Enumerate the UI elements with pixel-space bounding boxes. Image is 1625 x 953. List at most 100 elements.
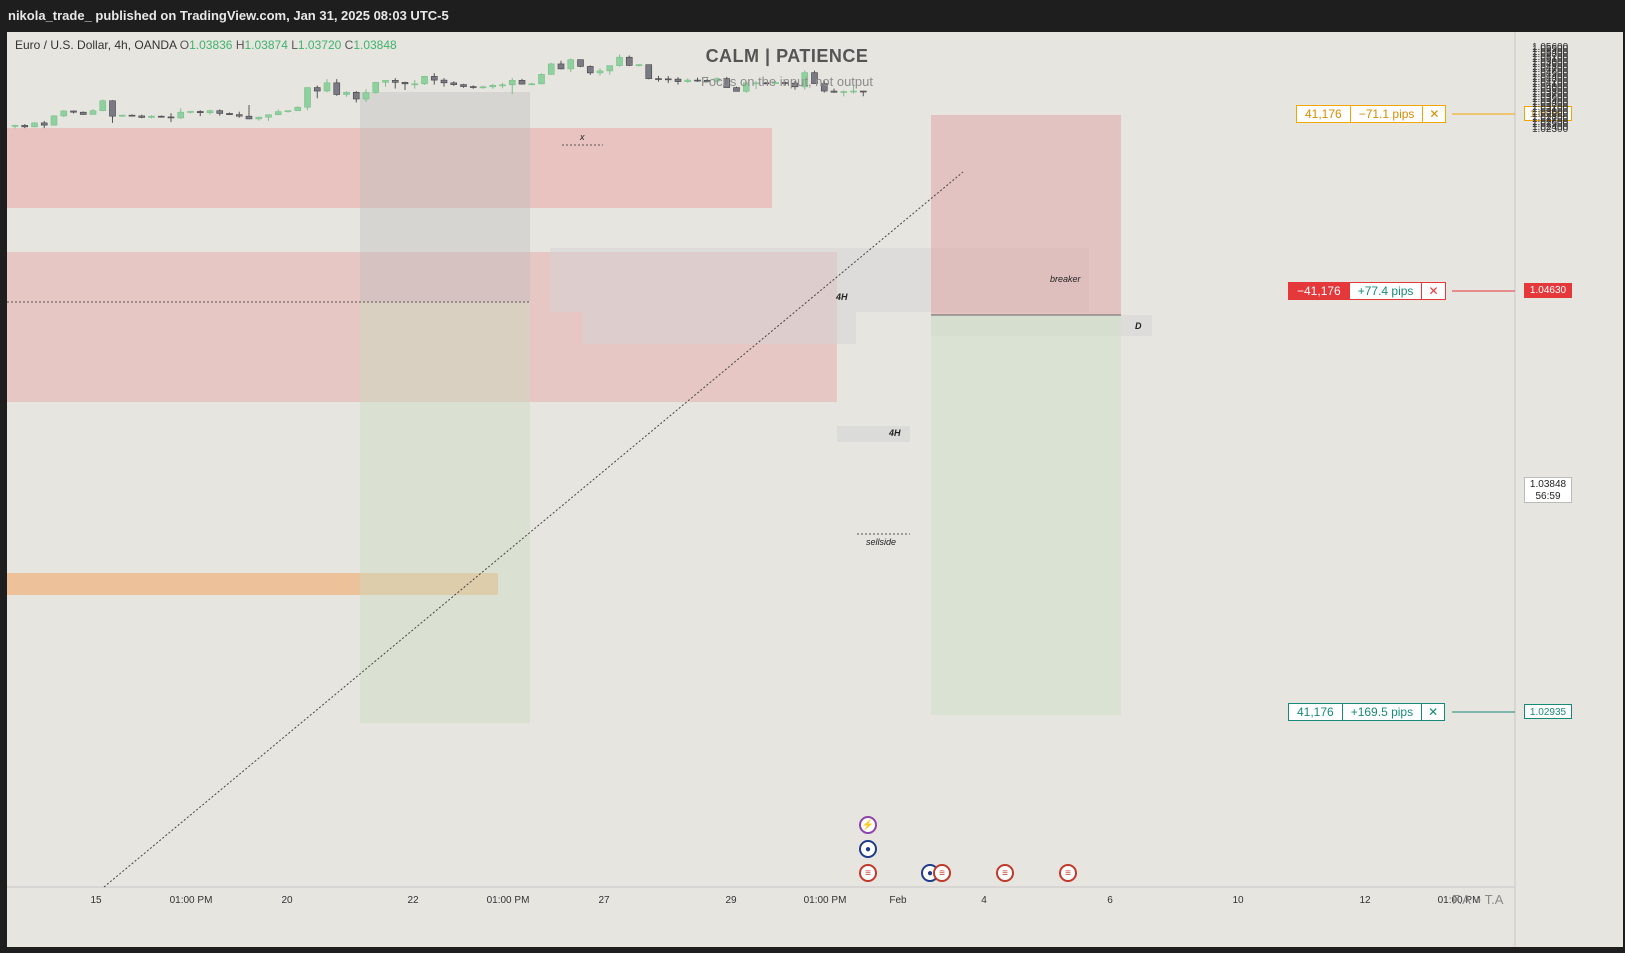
candle-body bbox=[187, 111, 194, 113]
chart-canvas[interactable] bbox=[7, 32, 1623, 947]
stop-close-icon[interactable]: ✕ bbox=[1422, 106, 1445, 122]
candle-body bbox=[577, 59, 584, 67]
price-tick: 1.05500 bbox=[1532, 44, 1569, 56]
candle-body bbox=[274, 111, 282, 115]
annotation-x[interactable]: x bbox=[580, 132, 585, 142]
price-tick: 1.04100 bbox=[1532, 79, 1569, 91]
candle-body bbox=[528, 83, 536, 86]
candle-body bbox=[411, 83, 419, 86]
annotation-d[interactable]: D bbox=[1135, 321, 1142, 331]
candle-body bbox=[216, 110, 224, 114]
price-tick: 1.02300 bbox=[1532, 124, 1569, 136]
us-flag-icon[interactable]: ≡ bbox=[1059, 864, 1077, 882]
price-tick: 1.05600 bbox=[1532, 42, 1569, 53]
symbol-name[interactable]: Euro / U.S. Dollar, 4h, OANDA bbox=[15, 38, 177, 52]
annotation-breaker[interactable]: breaker bbox=[1050, 274, 1081, 284]
entry-close-icon[interactable]: ✕ bbox=[1421, 283, 1444, 299]
candle-body bbox=[655, 78, 662, 80]
us-flag-icon[interactable]: ≡ bbox=[933, 864, 951, 882]
price-tick: 1.05400 bbox=[1532, 46, 1569, 58]
entry-tag[interactable]: −41,176 +77.4 pips ✕ bbox=[1288, 282, 1446, 300]
candle-body bbox=[391, 80, 399, 83]
candle-body bbox=[547, 63, 555, 75]
time-tick: 01:00 PM bbox=[169, 895, 213, 906]
candle-body bbox=[177, 111, 185, 119]
candle-body bbox=[791, 82, 799, 88]
candle-body bbox=[206, 110, 214, 113]
stop-qty: 41,176 bbox=[1305, 107, 1342, 121]
candle-body bbox=[450, 82, 458, 85]
candle-body bbox=[21, 125, 29, 128]
price-tick: 1.05300 bbox=[1532, 49, 1569, 61]
us-flag-icon[interactable]: ≡ bbox=[996, 864, 1014, 882]
candles-layer bbox=[11, 54, 867, 129]
annotation-4h-mid[interactable]: 4H bbox=[889, 428, 901, 438]
time-tick: Feb bbox=[889, 895, 907, 906]
candle-body bbox=[196, 111, 204, 113]
price-tick: 1.04400 bbox=[1532, 71, 1569, 83]
time-tick: 20 bbox=[281, 895, 293, 906]
price-tick: 1.02700 bbox=[1532, 114, 1569, 126]
candle-body bbox=[372, 82, 380, 93]
watermark: F.A + T.A bbox=[1452, 892, 1504, 907]
price-tick: 1.03300 bbox=[1532, 99, 1569, 111]
candle-body bbox=[713, 78, 721, 82]
supply-zone-top bbox=[7, 128, 772, 208]
time-tick: 12 bbox=[1359, 895, 1371, 906]
candle-body bbox=[118, 114, 126, 117]
candle-body bbox=[109, 100, 116, 117]
price-tick: 1.03200 bbox=[1532, 101, 1569, 113]
current-price-label: 1.03848 56:59 bbox=[1524, 477, 1572, 503]
candle-body bbox=[801, 72, 809, 88]
candle-body bbox=[781, 82, 789, 84]
symbol-legend[interactable]: Euro / U.S. Dollar, 4h, OANDA O1.03836 H… bbox=[15, 38, 397, 52]
candle-body bbox=[333, 82, 341, 95]
annotation-4h-top[interactable]: 4H bbox=[836, 292, 848, 302]
candle-body bbox=[733, 87, 740, 92]
candle-body bbox=[469, 86, 477, 88]
current-price-value: 1.03848 bbox=[1529, 479, 1567, 490]
price-tick: 1.02400 bbox=[1532, 121, 1569, 133]
target-qty: 41,176 bbox=[1297, 705, 1334, 719]
candle-body bbox=[323, 82, 331, 92]
price-tick: 1.02500 bbox=[1532, 119, 1569, 131]
demand-zone bbox=[7, 573, 498, 595]
target-pips: +169.5 pips bbox=[1341, 704, 1421, 720]
candle-body bbox=[362, 92, 370, 100]
short-target-area bbox=[931, 315, 1121, 715]
candle-body bbox=[440, 79, 448, 84]
low-label: L bbox=[291, 38, 298, 52]
open-label: O bbox=[179, 38, 190, 52]
candle-body bbox=[850, 90, 857, 93]
candle-body bbox=[89, 110, 97, 115]
candle-body bbox=[167, 116, 175, 119]
price-tick: 1.04000 bbox=[1532, 81, 1569, 93]
annotation-sellside[interactable]: sellside bbox=[866, 537, 897, 547]
target-close-icon[interactable]: ✕ bbox=[1421, 704, 1444, 720]
candle-body bbox=[235, 114, 243, 117]
price-tick: 1.04900 bbox=[1532, 59, 1569, 71]
candle-body bbox=[99, 100, 107, 111]
candle-body bbox=[304, 87, 311, 108]
chart-frame[interactable]: Euro / U.S. Dollar, 4h, OANDA O1.03836 H… bbox=[7, 32, 1623, 947]
zones-layer bbox=[7, 92, 1152, 723]
candle-body bbox=[352, 91, 360, 100]
candle-body bbox=[226, 113, 233, 115]
candle-body bbox=[674, 78, 682, 82]
entry-pips: +77.4 pips bbox=[1348, 283, 1422, 299]
eu-flag-icon[interactable]: ● bbox=[859, 840, 877, 858]
candle-body bbox=[752, 82, 760, 85]
lightning-event-icon[interactable]: ⚡ bbox=[859, 816, 877, 834]
stop-loss-tag[interactable]: 41,176 −71.1 pips ✕ bbox=[1296, 105, 1447, 123]
candle-body bbox=[518, 80, 526, 85]
us-flag-icon[interactable]: ≡ bbox=[859, 864, 877, 882]
candle-body bbox=[460, 84, 467, 87]
candle-body bbox=[128, 114, 136, 117]
fvg-box bbox=[583, 312, 856, 344]
price-tick: 1.03900 bbox=[1532, 84, 1569, 96]
candle-body bbox=[820, 83, 828, 92]
candle-body bbox=[840, 91, 848, 93]
candle-body bbox=[245, 115, 253, 120]
take-profit-tag[interactable]: 41,176 +169.5 pips ✕ bbox=[1288, 703, 1446, 721]
candle-body bbox=[479, 86, 487, 89]
